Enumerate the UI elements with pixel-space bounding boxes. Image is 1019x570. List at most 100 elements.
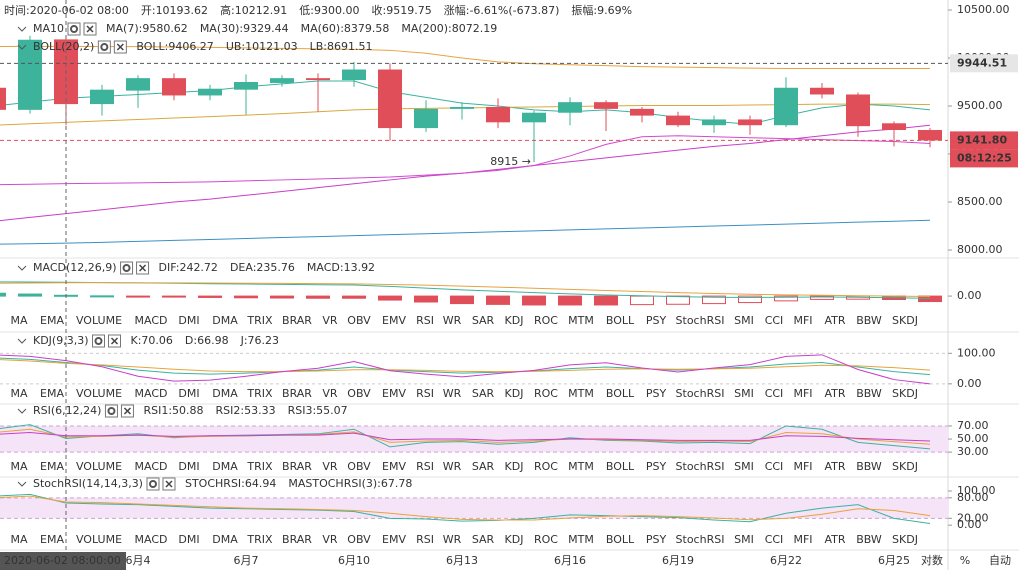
indicator-tab[interactable]: DMI: [178, 533, 199, 546]
indicator-tab[interactable]: BBW: [856, 460, 882, 473]
indicator-tab[interactable]: CCI: [765, 533, 784, 546]
indicator-tab[interactable]: DMI: [178, 387, 199, 400]
indicator-tab[interactable]: OBV: [347, 533, 371, 546]
indicator-tab[interactable]: CCI: [765, 387, 784, 400]
indicator-tab[interactable]: EMA: [40, 314, 64, 327]
settings-icon[interactable]: [97, 40, 111, 54]
indicator-tab[interactable]: WR: [443, 314, 462, 327]
indicator-tab[interactable]: BBW: [856, 533, 882, 546]
indicator-tab[interactable]: VOLUME: [76, 533, 122, 546]
indicator-tab[interactable]: MA: [10, 387, 27, 400]
indicator-tab[interactable]: BOLL: [606, 387, 635, 400]
indicator-tab[interactable]: MFI: [793, 533, 812, 546]
indicator-tab[interactable]: DMA: [212, 460, 238, 473]
indicator-tab[interactable]: SMI: [734, 387, 754, 400]
indicator-tab[interactable]: MACD: [135, 387, 168, 400]
indicator-tab[interactable]: ATR: [824, 387, 845, 400]
control[interactable]: %: [960, 554, 970, 567]
indicator-tab[interactable]: SKDJ: [892, 460, 918, 473]
indicator-tab[interactable]: PSY: [646, 314, 667, 327]
indicator-tab[interactable]: CCI: [765, 314, 784, 327]
indicator-tab[interactable]: TRIX: [246, 314, 273, 327]
indicator-tab[interactable]: VR: [322, 460, 338, 473]
indicator-tab[interactable]: SMI: [734, 314, 754, 327]
indicator-tab[interactable]: MA: [10, 314, 27, 327]
indicator-tab[interactable]: TRIX: [246, 533, 273, 546]
indicator-tab[interactable]: MTM: [568, 533, 594, 546]
indicator-tab[interactable]: SKDJ: [892, 533, 918, 546]
indicator-tab[interactable]: VOLUME: [76, 460, 122, 473]
indicator-tab[interactable]: OBV: [347, 314, 371, 327]
indicator-tab[interactable]: PSY: [646, 387, 667, 400]
indicator-tab[interactable]: EMV: [382, 533, 406, 546]
indicator-tab[interactable]: SAR: [472, 533, 495, 546]
indicator-tab[interactable]: MA: [10, 533, 27, 546]
indicator-tab[interactable]: KDJ: [505, 387, 524, 400]
indicator-tab[interactable]: SMI: [734, 460, 754, 473]
indicator-tab[interactable]: DMA: [212, 314, 238, 327]
indicator-tab[interactable]: CCI: [765, 460, 784, 473]
indicator-tab[interactable]: StochRSI: [676, 460, 725, 473]
indicator-tab[interactable]: EMA: [40, 533, 64, 546]
indicator-tab[interactable]: VOLUME: [76, 314, 122, 327]
indicator-tab[interactable]: KDJ: [505, 533, 524, 546]
indicator-tab[interactable]: MACD: [135, 314, 168, 327]
settings-icon[interactable]: [92, 334, 105, 348]
indicator-tab[interactable]: VR: [322, 314, 338, 327]
indicator-tab[interactable]: ATR: [824, 533, 845, 546]
indicator-tab[interactable]: EMV: [382, 387, 406, 400]
settings-icon[interactable]: [120, 261, 134, 275]
collapse-arrow[interactable]: [17, 338, 27, 344]
indicator-tab[interactable]: DMI: [178, 460, 199, 473]
indicator-tab[interactable]: KDJ: [505, 460, 524, 473]
indicator-tab[interactable]: DMA: [212, 387, 238, 400]
collapse-arrow[interactable]: [17, 44, 27, 50]
indicator-tab[interactable]: BOLL: [606, 533, 635, 546]
indicator-tab[interactable]: SAR: [472, 387, 495, 400]
indicator-tab[interactable]: RSI: [416, 314, 434, 327]
indicator-tab[interactable]: BRAR: [282, 533, 312, 546]
indicator-tab[interactable]: BOLL: [606, 314, 635, 327]
indicator-tab[interactable]: BRAR: [282, 387, 312, 400]
collapse-arrow[interactable]: [17, 481, 27, 487]
indicator-tab[interactable]: MACD: [135, 533, 168, 546]
indicator-tab[interactable]: MA: [10, 460, 27, 473]
indicator-tab[interactable]: PSY: [646, 533, 667, 546]
indicator-tab[interactable]: VR: [322, 533, 338, 546]
indicator-tab[interactable]: RSI: [416, 460, 434, 473]
indicator-tab[interactable]: ATR: [824, 314, 845, 327]
indicator-tab[interactable]: BBW: [856, 387, 882, 400]
collapse-arrow[interactable]: [17, 265, 27, 271]
indicator-tab[interactable]: RSI: [416, 533, 434, 546]
indicator-tab[interactable]: VOLUME: [76, 387, 122, 400]
indicator-tab[interactable]: MTM: [568, 387, 594, 400]
control[interactable]: 自动: [989, 554, 1011, 567]
indicator-tab[interactable]: SAR: [472, 460, 495, 473]
indicator-tab[interactable]: MACD: [135, 460, 168, 473]
indicator-tab[interactable]: DMA: [212, 533, 238, 546]
indicator-tab[interactable]: BRAR: [282, 314, 312, 327]
indicator-tab[interactable]: WR: [443, 533, 462, 546]
indicator-tab[interactable]: BRAR: [282, 460, 312, 473]
indicator-tab[interactable]: StochRSI: [676, 314, 725, 327]
indicator-tab[interactable]: MFI: [793, 314, 812, 327]
indicator-tab[interactable]: BBW: [856, 314, 882, 327]
indicator-tab[interactable]: SMI: [734, 533, 754, 546]
indicator-tab[interactable]: SKDJ: [892, 314, 918, 327]
settings-icon[interactable]: [146, 477, 160, 491]
indicator-tab[interactable]: MFI: [793, 460, 812, 473]
indicator-tab[interactable]: EMA: [40, 460, 64, 473]
settings-icon[interactable]: [104, 404, 118, 418]
indicator-tab[interactable]: KDJ: [505, 314, 524, 327]
settings-icon[interactable]: [67, 22, 81, 36]
indicator-tab[interactable]: PSY: [646, 460, 667, 473]
indicator-tab[interactable]: SKDJ: [892, 387, 918, 400]
collapse-arrow[interactable]: [17, 26, 27, 32]
indicator-tab[interactable]: DMI: [178, 314, 199, 327]
indicator-tab[interactable]: OBV: [347, 460, 371, 473]
indicator-tab[interactable]: OBV: [347, 387, 371, 400]
indicator-tab[interactable]: RSI: [416, 387, 434, 400]
indicator-tab[interactable]: WR: [443, 460, 462, 473]
indicator-tab[interactable]: MTM: [568, 460, 594, 473]
indicator-tab[interactable]: StochRSI: [676, 533, 725, 546]
